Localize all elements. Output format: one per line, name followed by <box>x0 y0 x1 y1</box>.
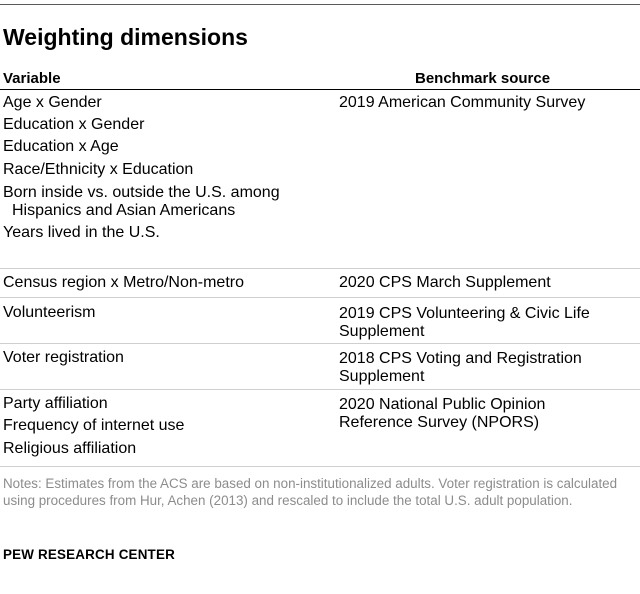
source-cell: 2019 American Community Survey <box>339 94 586 111</box>
header-divider <box>0 89 640 90</box>
variable-cell: Education x Gender <box>3 116 145 133</box>
source-cell-continuation: Reference Survey (NPORS) <box>339 414 540 431</box>
variable-cell: Education x Age <box>3 138 119 155</box>
row-divider <box>0 343 640 344</box>
source-cell: 2019 CPS Volunteering & Civic Life <box>339 305 590 322</box>
variable-cell-continuation: Hispanics and Asian Americans <box>12 202 236 219</box>
row-divider <box>0 466 640 467</box>
variable-cell: Frequency of internet use <box>3 417 185 434</box>
page-title: Weighting dimensions <box>3 24 248 50</box>
variable-cell: Years lived in the U.S. <box>3 224 160 241</box>
variable-cell: Race/Ethnicity x Education <box>3 161 194 178</box>
variable-cell: Census region x Metro/Non-metro <box>3 274 244 291</box>
column-header-variable: Variable <box>3 70 61 87</box>
source-cell: 2020 National Public Opinion <box>339 396 546 413</box>
row-divider <box>0 297 640 298</box>
source-cell-continuation: Supplement <box>339 323 425 340</box>
column-header-benchmark-source: Benchmark source <box>415 70 551 87</box>
variable-cell: Party affiliation <box>3 395 108 412</box>
notes: Notes: Estimates from the ACS are based … <box>3 476 618 508</box>
variable-cell: Volunteerism <box>3 304 96 321</box>
source-cell: 2018 CPS Voting and Registration <box>339 350 582 367</box>
variable-cell: Religious affiliation <box>3 440 137 457</box>
variable-cell: Born inside vs. outside the U.S. among <box>3 184 280 201</box>
source-credit: PEW RESEARCH CENTER <box>3 547 175 562</box>
variable-cell: Voter registration <box>3 349 124 366</box>
row-divider <box>0 268 640 269</box>
source-cell: 2020 CPS March Supplement <box>339 274 551 291</box>
variable-cell: Age x Gender <box>3 94 102 111</box>
top-rule <box>0 4 640 5</box>
source-cell-continuation: Supplement <box>339 368 425 385</box>
row-divider <box>0 389 640 390</box>
